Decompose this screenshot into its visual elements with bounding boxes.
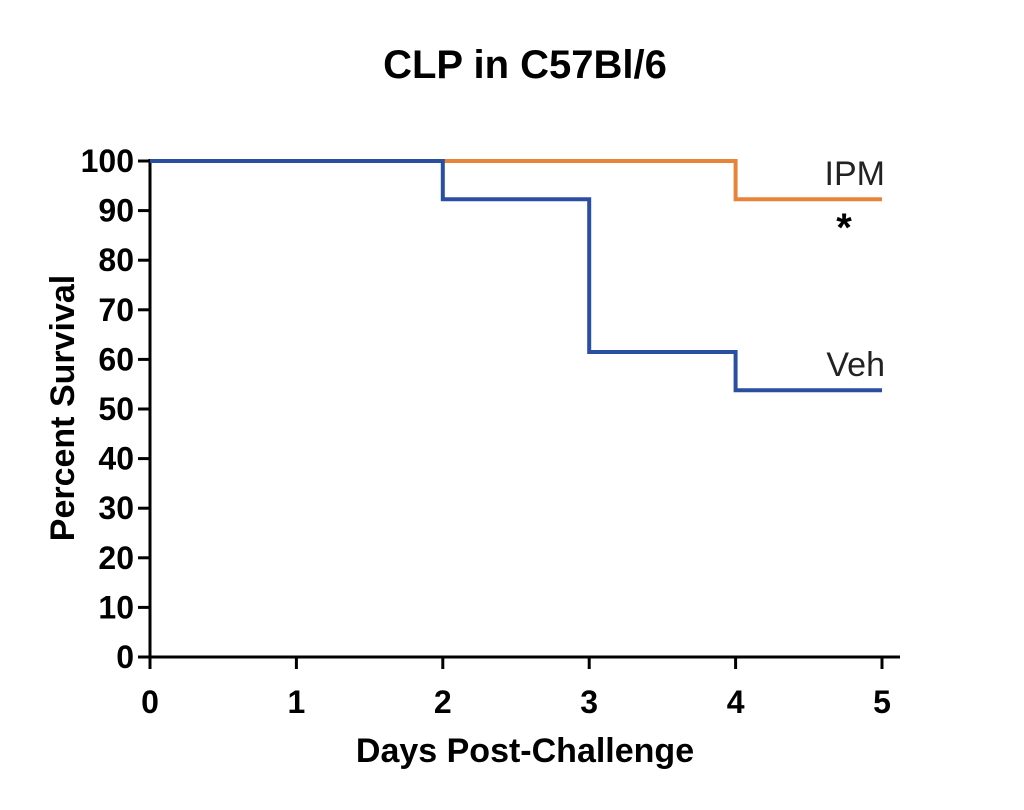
- y-tick-label: 80: [98, 242, 134, 278]
- significance-marker: *: [836, 206, 852, 250]
- y-tick-label: 10: [98, 589, 134, 625]
- y-tick-label: 70: [98, 292, 134, 328]
- x-tick-label: 3: [580, 684, 598, 720]
- plot-area: 0 10 20 30 40 50 60 70 80 90 100 0 1 2 3 4 5 IPM Veh *: [81, 143, 900, 720]
- x-tick-label: 5: [873, 684, 891, 720]
- y-tick-label: 0: [116, 639, 134, 675]
- x-axis-label: Days Post-Challenge: [356, 732, 694, 770]
- y-tick-label: 100: [81, 143, 134, 179]
- y-tick-label: 60: [98, 341, 134, 377]
- y-tick-label: 20: [98, 540, 134, 576]
- series-line-ipm: [150, 159, 882, 202]
- series-label-veh: Veh: [826, 346, 885, 384]
- x-tick-label: 4: [727, 684, 745, 720]
- y-tick-label: 50: [98, 391, 134, 427]
- series-line-veh: [150, 159, 882, 393]
- chart-title: CLP in C57Bl/6: [383, 43, 667, 87]
- x-tick-label: 0: [141, 684, 159, 720]
- y-tick-label: 90: [98, 193, 134, 229]
- y-tick-label: 30: [98, 490, 134, 526]
- y-axis-label: Percent Survival: [44, 275, 82, 541]
- series-label-ipm: IPM: [825, 155, 885, 193]
- x-tick-label: 2: [434, 684, 452, 720]
- y-tick-label: 40: [98, 441, 134, 477]
- x-tick-label: 1: [288, 684, 306, 720]
